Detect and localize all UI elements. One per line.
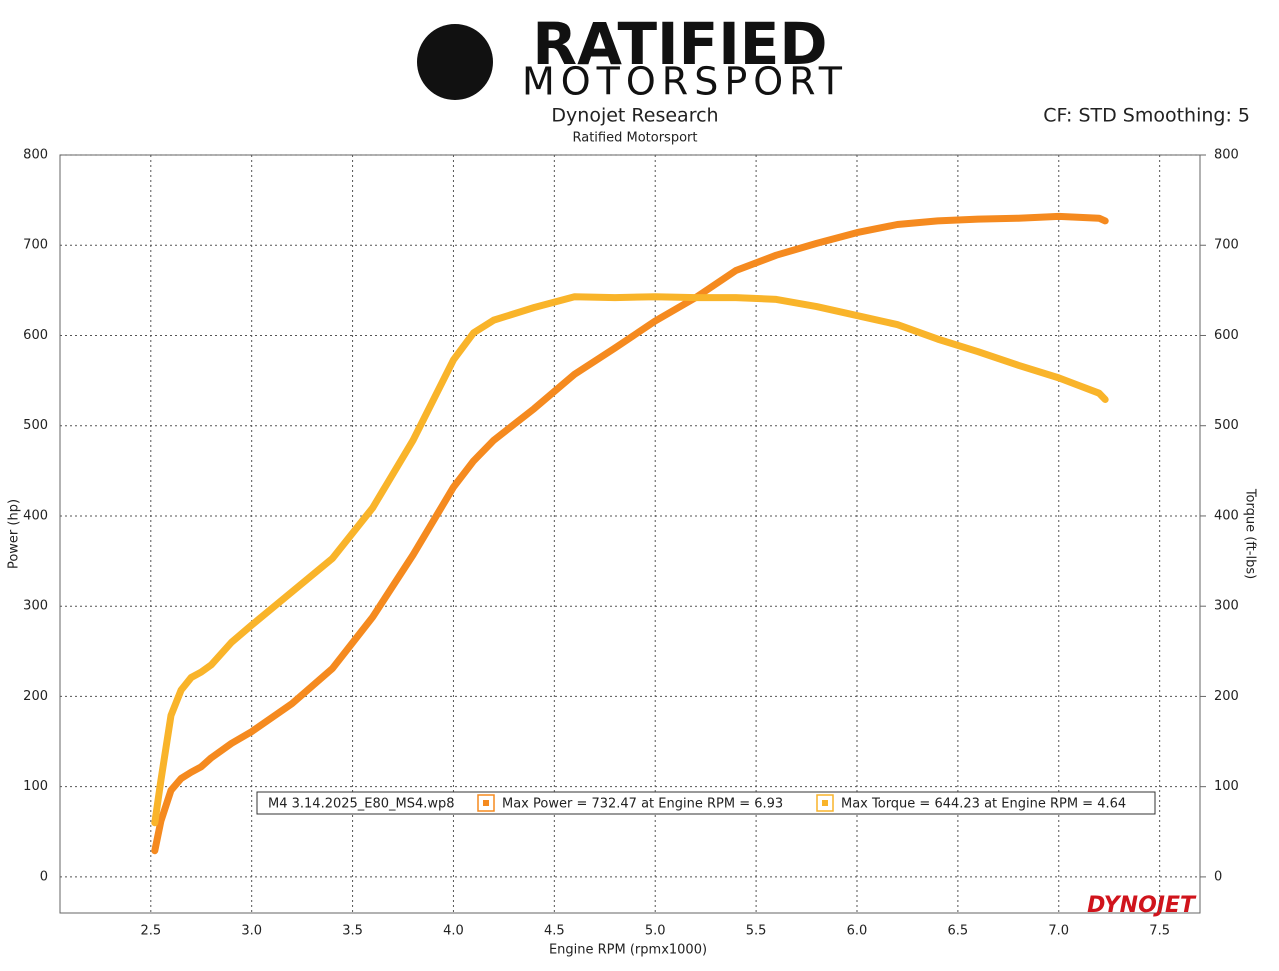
annotation: CF: STD Smoothing: 5 [1043, 105, 1250, 127]
x-tick-label: 3.5 [342, 924, 363, 939]
y2-tick-label: 800 [1214, 148, 1239, 163]
y2-tick-label: 300 [1214, 599, 1239, 614]
x-tick-label: 4.0 [443, 924, 464, 939]
logo-text: RATIFIED [532, 10, 827, 78]
watermark: DYNOJET [1087, 893, 1197, 918]
y-tick-label: 600 [23, 328, 48, 343]
logo-subtext: MOTORSPORT [522, 60, 848, 104]
y-tick-label: 700 [23, 238, 48, 253]
y2-tick-label: 400 [1214, 508, 1239, 523]
x-tick-label: 7.5 [1149, 924, 1170, 939]
y-axis-label: Power (hp) [7, 499, 22, 569]
x-tick-label: 3.0 [241, 924, 262, 939]
x-tick-label: 7.0 [1048, 924, 1069, 939]
y2-tick-label: 100 [1214, 779, 1239, 794]
y2-tick-label: 600 [1214, 328, 1239, 343]
logo-icon [417, 24, 493, 100]
y2-axis-label: Torque (ft-lbs) [1243, 488, 1258, 579]
y-tick-label: 800 [23, 148, 48, 163]
series-line [151, 293, 1109, 827]
y-tick-label: 100 [23, 779, 48, 794]
y2-tick-label: 0 [1214, 869, 1222, 884]
legend-label: Max Power = 732.47 at Engine RPM = 6.93 [502, 797, 783, 812]
legend-label: Max Torque = 644.23 at Engine RPM = 4.64 [841, 797, 1126, 812]
y2-tick-label: 700 [1214, 238, 1239, 253]
x-axis-label: Engine RPM (rpmx1000) [549, 943, 707, 958]
x-tick-label: 6.0 [847, 924, 868, 939]
y-tick-label: 200 [23, 689, 48, 704]
y-tick-label: 0 [40, 869, 48, 884]
x-tick-label: 2.5 [140, 924, 161, 939]
chart-subtitle: Ratified Motorsport [573, 131, 698, 146]
y2-tick-label: 200 [1214, 689, 1239, 704]
y-tick-label: 300 [23, 599, 48, 614]
chart-title: Dynojet Research [551, 105, 718, 127]
x-tick-label: 5.5 [746, 924, 767, 939]
y2-tick-label: 500 [1214, 418, 1239, 433]
series-line [151, 212, 1109, 855]
legend-swatch-inner [483, 800, 489, 806]
x-tick-label: 5.0 [645, 924, 666, 939]
y-tick-label: 400 [23, 508, 48, 523]
x-tick-label: 4.5 [544, 924, 565, 939]
legend-swatch-inner [822, 800, 828, 806]
y-tick-label: 500 [23, 418, 48, 433]
legend-title: M4 3.14.2025_E80_MS4.wp8 [268, 797, 455, 812]
x-tick-label: 6.5 [948, 924, 969, 939]
